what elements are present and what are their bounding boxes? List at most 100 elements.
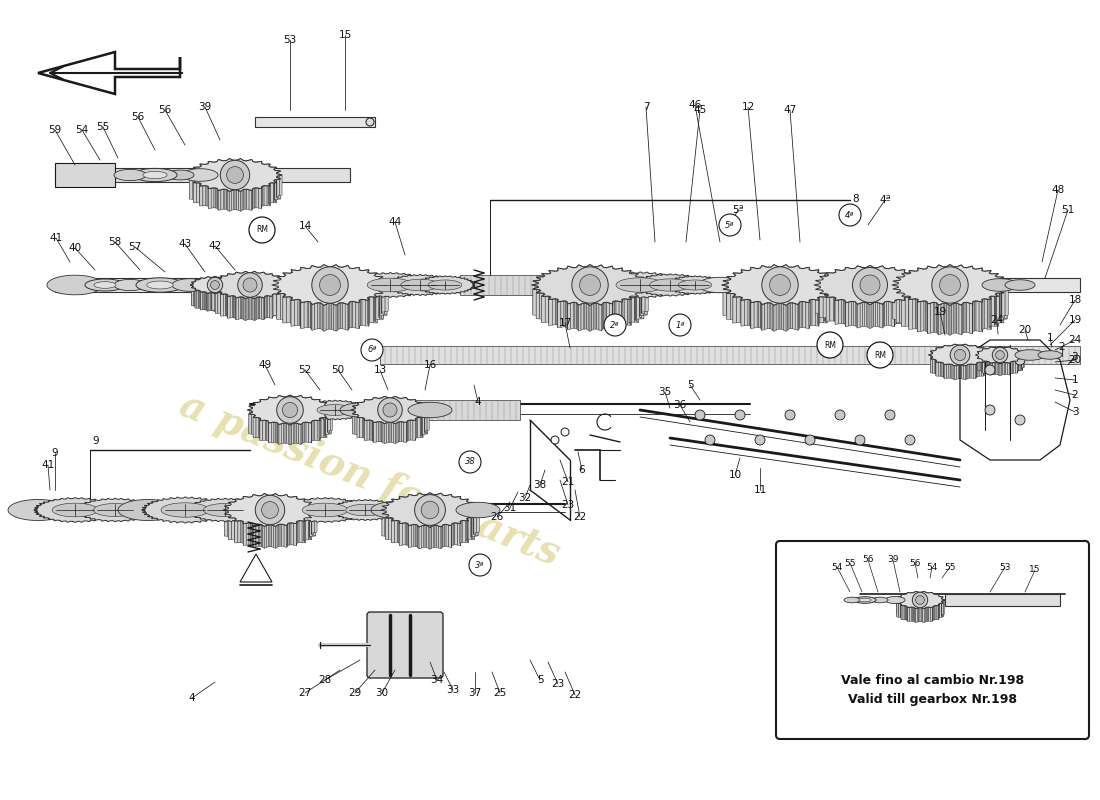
Polygon shape (994, 362, 996, 374)
Polygon shape (236, 190, 239, 210)
Polygon shape (194, 182, 197, 202)
Polygon shape (209, 293, 210, 311)
Polygon shape (800, 302, 801, 328)
Polygon shape (780, 303, 782, 330)
Polygon shape (321, 303, 322, 330)
Polygon shape (363, 418, 365, 438)
Polygon shape (858, 303, 860, 328)
Polygon shape (992, 362, 994, 374)
Polygon shape (917, 302, 921, 332)
Polygon shape (854, 302, 856, 326)
Circle shape (785, 410, 795, 420)
Polygon shape (392, 521, 395, 542)
Polygon shape (557, 299, 559, 326)
Polygon shape (220, 293, 221, 311)
Circle shape (283, 402, 298, 418)
Circle shape (695, 410, 705, 420)
Polygon shape (239, 297, 240, 319)
Polygon shape (588, 304, 590, 331)
Polygon shape (568, 303, 571, 330)
Text: RM: RM (824, 341, 836, 350)
Circle shape (366, 118, 374, 126)
Polygon shape (292, 300, 295, 326)
Polygon shape (223, 494, 317, 526)
Polygon shape (398, 521, 399, 543)
Polygon shape (276, 290, 280, 316)
Polygon shape (834, 297, 835, 322)
Text: 35: 35 (659, 387, 672, 397)
Polygon shape (896, 299, 899, 324)
Polygon shape (1013, 361, 1015, 373)
Polygon shape (418, 526, 419, 549)
Polygon shape (213, 293, 214, 312)
Polygon shape (299, 424, 301, 444)
Polygon shape (931, 356, 932, 370)
Polygon shape (733, 296, 735, 323)
Polygon shape (918, 608, 920, 622)
Polygon shape (223, 294, 225, 316)
Polygon shape (382, 514, 385, 536)
Circle shape (915, 595, 924, 605)
Polygon shape (421, 526, 424, 548)
Polygon shape (913, 607, 914, 622)
Polygon shape (418, 418, 420, 438)
Polygon shape (729, 291, 732, 318)
Polygon shape (957, 303, 959, 334)
Text: 2: 2 (1071, 390, 1078, 400)
Polygon shape (771, 303, 772, 330)
Polygon shape (241, 190, 242, 211)
Circle shape (572, 266, 608, 303)
Polygon shape (817, 286, 821, 310)
Circle shape (207, 278, 222, 293)
Text: 34: 34 (430, 675, 443, 685)
Polygon shape (571, 302, 573, 329)
Polygon shape (351, 302, 353, 328)
Polygon shape (403, 522, 405, 545)
Polygon shape (862, 302, 865, 326)
Polygon shape (286, 288, 288, 310)
Polygon shape (645, 285, 648, 312)
Polygon shape (268, 422, 272, 443)
Polygon shape (323, 304, 327, 331)
Polygon shape (219, 293, 220, 310)
Text: 36: 36 (673, 400, 686, 410)
Circle shape (955, 350, 966, 361)
Text: 56: 56 (910, 558, 921, 567)
Polygon shape (228, 190, 229, 211)
Polygon shape (373, 297, 377, 323)
Polygon shape (585, 303, 586, 329)
Polygon shape (253, 418, 256, 438)
Polygon shape (730, 294, 734, 319)
Polygon shape (722, 265, 838, 306)
Text: 30: 30 (375, 688, 388, 698)
Polygon shape (826, 296, 827, 323)
Polygon shape (245, 298, 248, 321)
Text: 2: 2 (1058, 342, 1065, 352)
Polygon shape (895, 591, 945, 609)
Polygon shape (172, 278, 208, 291)
Polygon shape (258, 297, 260, 319)
Polygon shape (428, 526, 430, 550)
Polygon shape (292, 423, 294, 444)
Polygon shape (94, 282, 115, 288)
Polygon shape (952, 303, 954, 334)
Polygon shape (552, 298, 556, 325)
Polygon shape (241, 521, 242, 543)
Polygon shape (270, 525, 272, 546)
Polygon shape (878, 302, 880, 327)
Polygon shape (287, 285, 289, 307)
Polygon shape (844, 598, 860, 602)
Polygon shape (214, 289, 217, 311)
Polygon shape (367, 297, 369, 324)
Polygon shape (581, 303, 583, 330)
Polygon shape (342, 302, 345, 330)
Polygon shape (221, 293, 222, 311)
Polygon shape (1038, 351, 1061, 359)
Polygon shape (284, 294, 286, 322)
Polygon shape (283, 297, 287, 323)
Polygon shape (395, 521, 398, 542)
Polygon shape (989, 297, 990, 328)
Polygon shape (899, 299, 902, 324)
Polygon shape (114, 170, 146, 181)
Polygon shape (759, 302, 760, 328)
